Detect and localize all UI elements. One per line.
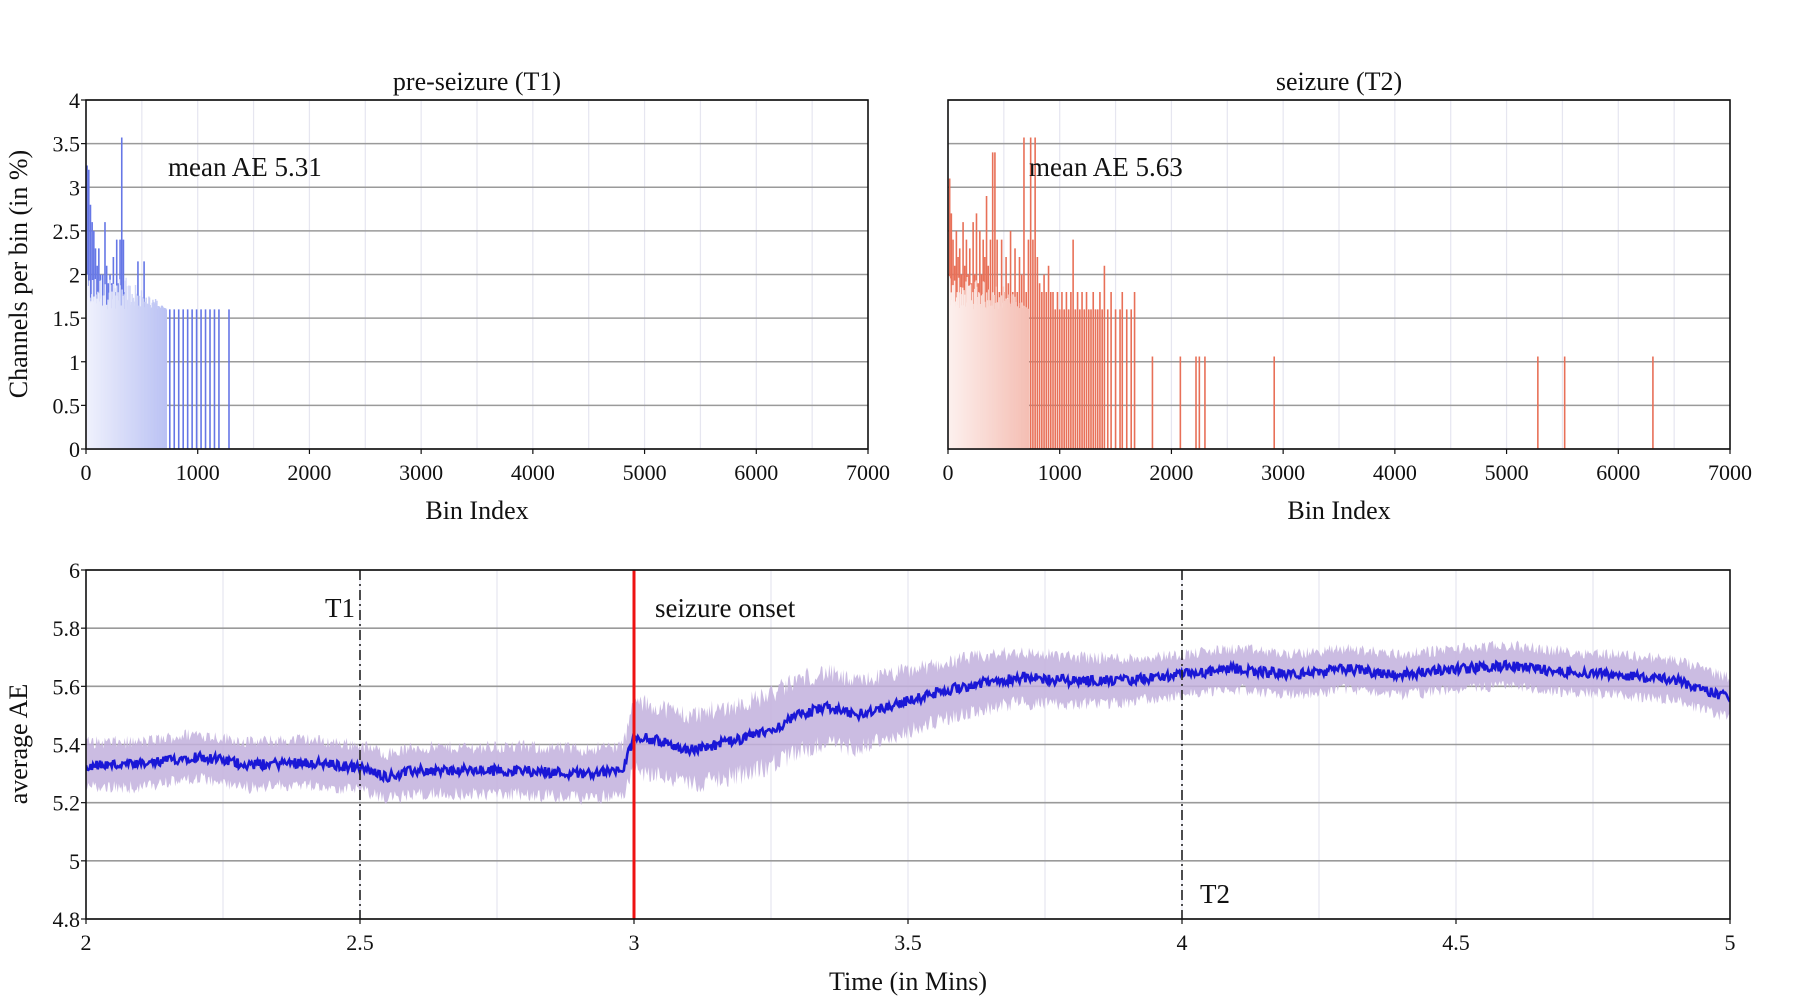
y-tick-label: 3.5 <box>53 132 81 157</box>
x-tick-label: 7000 <box>1708 460 1752 485</box>
y-tick-label: 3 <box>69 175 80 200</box>
x-tick-label: 6000 <box>1596 460 1640 485</box>
x-tick-label: 4 <box>1177 930 1188 955</box>
pre-seizure-title: pre-seizure (T1) <box>393 67 561 96</box>
x-tick-label: 3 <box>629 930 640 955</box>
y-tick-label: 1.5 <box>53 306 81 331</box>
event-marker-label: T2 <box>1200 879 1230 909</box>
y-tick-label: 0.5 <box>53 393 81 418</box>
y-tick-label: 5.8 <box>53 616 81 641</box>
x-tick-label: 2000 <box>1149 460 1193 485</box>
y-tick-label: 6 <box>69 558 80 583</box>
pre-seizure-y-axis-label: Channels per bin (in %) <box>4 150 33 398</box>
average-ae-event-markers: T1 seizure onset T2 <box>325 570 1230 919</box>
x-tick-label: 2000 <box>287 460 331 485</box>
y-tick-label: 2.5 <box>53 219 81 244</box>
x-tick-label: 5000 <box>1485 460 1529 485</box>
pre-seizure-x-ticks: 0 1000 2000 3000 4000 5000 6000 7000 <box>81 449 890 485</box>
x-tick-label: 4000 <box>1373 460 1417 485</box>
pre-seizure-x-axis-label: Bin Index <box>425 496 528 525</box>
average-ae-x-axis-label: Time (in Mins) <box>829 967 987 996</box>
x-tick-label: 1000 <box>1038 460 1082 485</box>
x-tick-label: 7000 <box>846 460 890 485</box>
y-tick-label: 0 <box>69 437 80 462</box>
x-tick-label: 3.5 <box>894 930 922 955</box>
x-tick-label: 3000 <box>399 460 443 485</box>
average-ae-y-axis-label: average AE <box>4 684 33 805</box>
y-tick-label: 5.6 <box>53 674 81 699</box>
average-ae-y-ticks: 4.8 5 5.2 5.4 5.6 5.8 6 <box>53 558 86 932</box>
seizure-bars <box>948 137 1654 449</box>
seizure-x-ticks: 0 1000 2000 3000 4000 5000 6000 7000 <box>943 449 1752 485</box>
x-tick-label: 2.5 <box>346 930 374 955</box>
x-tick-label: 3000 <box>1261 460 1305 485</box>
y-tick-label: 5.2 <box>53 791 81 816</box>
average-ae-x-ticks: 2 2.5 3 3.5 4 4.5 5 <box>81 919 1736 955</box>
y-tick-label: 4 <box>69 88 80 113</box>
x-tick-label: 1000 <box>176 460 220 485</box>
event-marker-label: T1 <box>325 593 355 623</box>
y-tick-label: 4.8 <box>53 907 81 932</box>
x-tick-label: 6000 <box>734 460 778 485</box>
seizure-panel: 0 1000 2000 3000 4000 5000 6000 7000 seizure (T… <box>943 67 1753 525</box>
pre-seizure-bars <box>86 137 230 449</box>
x-tick-label: 4000 <box>511 460 555 485</box>
pre-seizure-panel: 0 1000 2000 3000 4000 5000 6000 7000 0 0.5 1 1.5 2 2… <box>4 67 890 525</box>
x-tick-label: 2 <box>81 930 92 955</box>
y-tick-label: 2 <box>69 263 80 288</box>
pre-seizure-mean-annotation: mean AE 5.31 <box>168 152 322 182</box>
x-tick-label: 0 <box>943 460 954 485</box>
seizure-plot-frame <box>947 99 1731 450</box>
x-tick-label: 0 <box>81 460 92 485</box>
x-tick-label: 5000 <box>623 460 667 485</box>
event-marker-label: seizure onset <box>655 593 796 623</box>
seizure-x-axis-label: Bin Index <box>1287 496 1390 525</box>
x-tick-label: 4.5 <box>1442 930 1470 955</box>
x-tick-label: 5 <box>1725 930 1736 955</box>
seizure-title: seizure (T2) <box>1276 67 1402 96</box>
y-tick-label: 5 <box>69 849 80 874</box>
average-ae-panel: T1 seizure onset T2 2 2.5 3 3.5 4 4.5 5 4.8 5 5.2 5… <box>4 558 1736 996</box>
y-tick-label: 5.4 <box>53 733 81 758</box>
average-ae-variability-band <box>86 640 1730 805</box>
pre-seizure-y-ticks: 0 0.5 1 1.5 2 2.5 3 3.5 4 <box>53 88 86 462</box>
seizure-mean-annotation: mean AE 5.63 <box>1029 152 1183 182</box>
y-tick-label: 1 <box>69 350 80 375</box>
